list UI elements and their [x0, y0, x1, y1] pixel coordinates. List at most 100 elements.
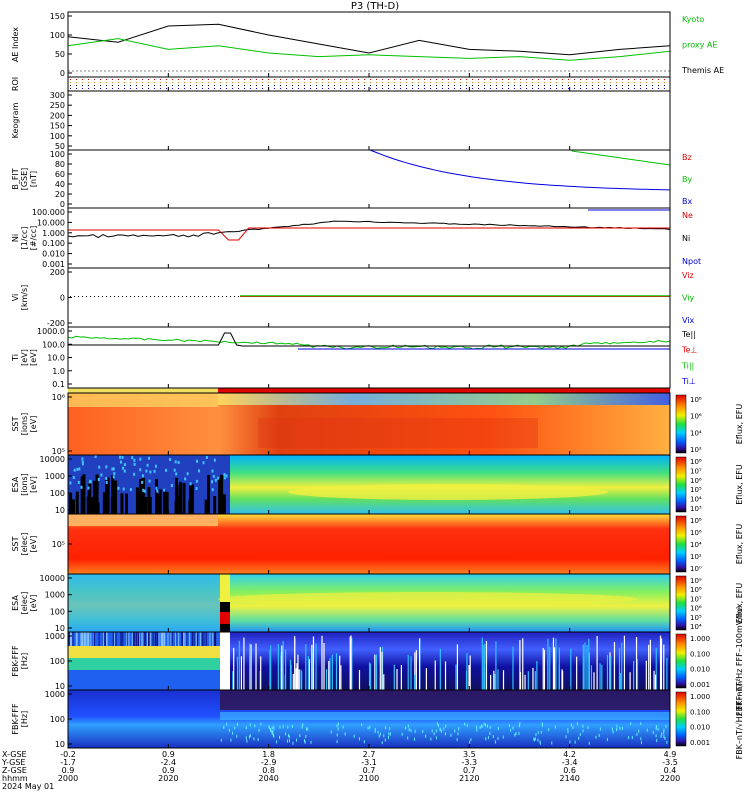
- roi-dot: [664, 88, 665, 89]
- roi-dot: [376, 79, 377, 80]
- fbk-e-speckle: [539, 741, 541, 745]
- fbk-b-spike: [349, 638, 352, 690]
- roi-dot: [292, 88, 293, 89]
- esa-ion-dropout: [111, 475, 115, 514]
- fbk-e-upper-band: [220, 690, 670, 710]
- fbk-b-stripe: [152, 632, 154, 646]
- cbar-tick-esa_i: 10⁵: [690, 486, 702, 494]
- roi-dot: [136, 85, 137, 86]
- roi-dot: [568, 88, 569, 89]
- fbk-e-speckle: [410, 728, 412, 732]
- ytick-label-sst_i: 10⁵: [52, 447, 65, 456]
- fbk-e-mid-band: [220, 712, 670, 720]
- roi-dot: [484, 85, 485, 86]
- fbk-e-speckle: [433, 732, 435, 736]
- fbk-b-spike: [415, 650, 417, 690]
- fbk-b-spike: [358, 670, 361, 690]
- fbk-b-spike: [586, 644, 588, 690]
- vi-dot: [118, 296, 119, 297]
- cbar-tick-fbk_b: 1.000: [690, 635, 710, 643]
- fbk-e-speckle: [268, 726, 270, 730]
- fbk-b-stripe: [175, 632, 177, 646]
- fbk-e-speckle: [369, 725, 371, 729]
- fbk-e-speckle: [567, 728, 569, 732]
- roi-dot: [448, 82, 449, 83]
- panel-frame-keogram: [67, 90, 671, 151]
- roi-dot: [106, 79, 107, 80]
- fbk-e-speckle: [405, 726, 407, 730]
- fbk-b-stripe: [87, 632, 89, 646]
- roi-dot: [322, 88, 323, 89]
- ylabel-sst_e: SST: [11, 536, 20, 551]
- roi-dot: [622, 88, 623, 89]
- roi-dot: [658, 82, 659, 83]
- roi-dot: [610, 79, 611, 80]
- fbk-e-speckle: [234, 726, 236, 730]
- cbar-tick-esa_e: 10⁹: [690, 577, 702, 585]
- legend-ti: Te⊥: [681, 346, 697, 355]
- xtick-label: 4.9: [664, 750, 677, 759]
- fbk-b-gap: [220, 632, 230, 690]
- vi-dot: [218, 296, 219, 297]
- fbk-b-stripe: [84, 632, 86, 646]
- roi-dot: [196, 79, 197, 80]
- esa-ion-speckle: [189, 482, 192, 486]
- fbk-b-stripe: [160, 632, 162, 646]
- fbk-b-stripe: [203, 632, 205, 646]
- fbk-e-speckle: [361, 723, 363, 727]
- fbk-b-spike: [522, 638, 524, 690]
- fbk-e-speckle: [458, 727, 460, 731]
- roi-dot: [298, 79, 299, 80]
- esa-ion-speckle: [212, 474, 215, 478]
- roi-dot: [100, 85, 101, 86]
- xtick-label: 1.8: [262, 750, 275, 759]
- fbk-b-spike: [321, 635, 323, 690]
- legend-ae: Kyoto: [682, 15, 704, 24]
- fbk-e-speckle: [246, 739, 248, 743]
- esa-elec-early: [68, 574, 220, 632]
- fbk-e-speckle: [407, 736, 409, 740]
- roi-dot: [346, 88, 347, 89]
- fbk-e-speckle: [444, 732, 446, 736]
- roi-dot: [592, 85, 593, 86]
- roi-dot: [556, 88, 557, 89]
- fbk-b-spike: [543, 649, 546, 690]
- fbk-b-stripe: [120, 632, 122, 646]
- ytick-label-ti: 1.0: [52, 367, 65, 376]
- ytick-label-esa_e: 100: [50, 607, 65, 616]
- roi-dot: [70, 88, 71, 89]
- esa-ion-dropout: [141, 477, 145, 514]
- roi-dot: [640, 79, 641, 80]
- roi-dot: [148, 82, 149, 83]
- ytick-label-bfit: 0: [60, 200, 65, 209]
- roi-dot: [496, 88, 497, 89]
- roi-dot: [76, 85, 77, 86]
- roi-dot: [664, 85, 665, 86]
- roi-dot: [310, 82, 311, 83]
- esa-ion-speckle: [211, 469, 214, 473]
- roi-dot: [364, 85, 365, 86]
- roi-dot: [544, 88, 545, 89]
- fbk-e-speckle: [619, 726, 621, 730]
- roi-dot: [232, 82, 233, 83]
- fbk-b-stripe: [186, 632, 188, 646]
- ytick-label-keogram: 100: [50, 132, 65, 141]
- roi-dot: [460, 85, 461, 86]
- roi-dot: [82, 79, 83, 80]
- roi-dot: [352, 88, 353, 89]
- roi-dot: [184, 88, 185, 89]
- roi-dot: [574, 82, 575, 83]
- roi-dot: [292, 82, 293, 83]
- fbk-e-speckle: [665, 725, 667, 729]
- fbk-e-speckle: [445, 724, 447, 728]
- fbk-e-speckle: [337, 727, 339, 731]
- fbk-b-early-yellow: [68, 646, 220, 658]
- fbk-e-speckle: [479, 725, 481, 729]
- roi-dot: [634, 79, 635, 80]
- ylabel-ni: [1/cc]: [20, 227, 29, 250]
- fbk-e-speckle: [305, 734, 307, 738]
- roi-dot: [406, 85, 407, 86]
- ytick-label-ti: 1000.0: [37, 327, 65, 336]
- fbk-e-speckle: [336, 733, 338, 737]
